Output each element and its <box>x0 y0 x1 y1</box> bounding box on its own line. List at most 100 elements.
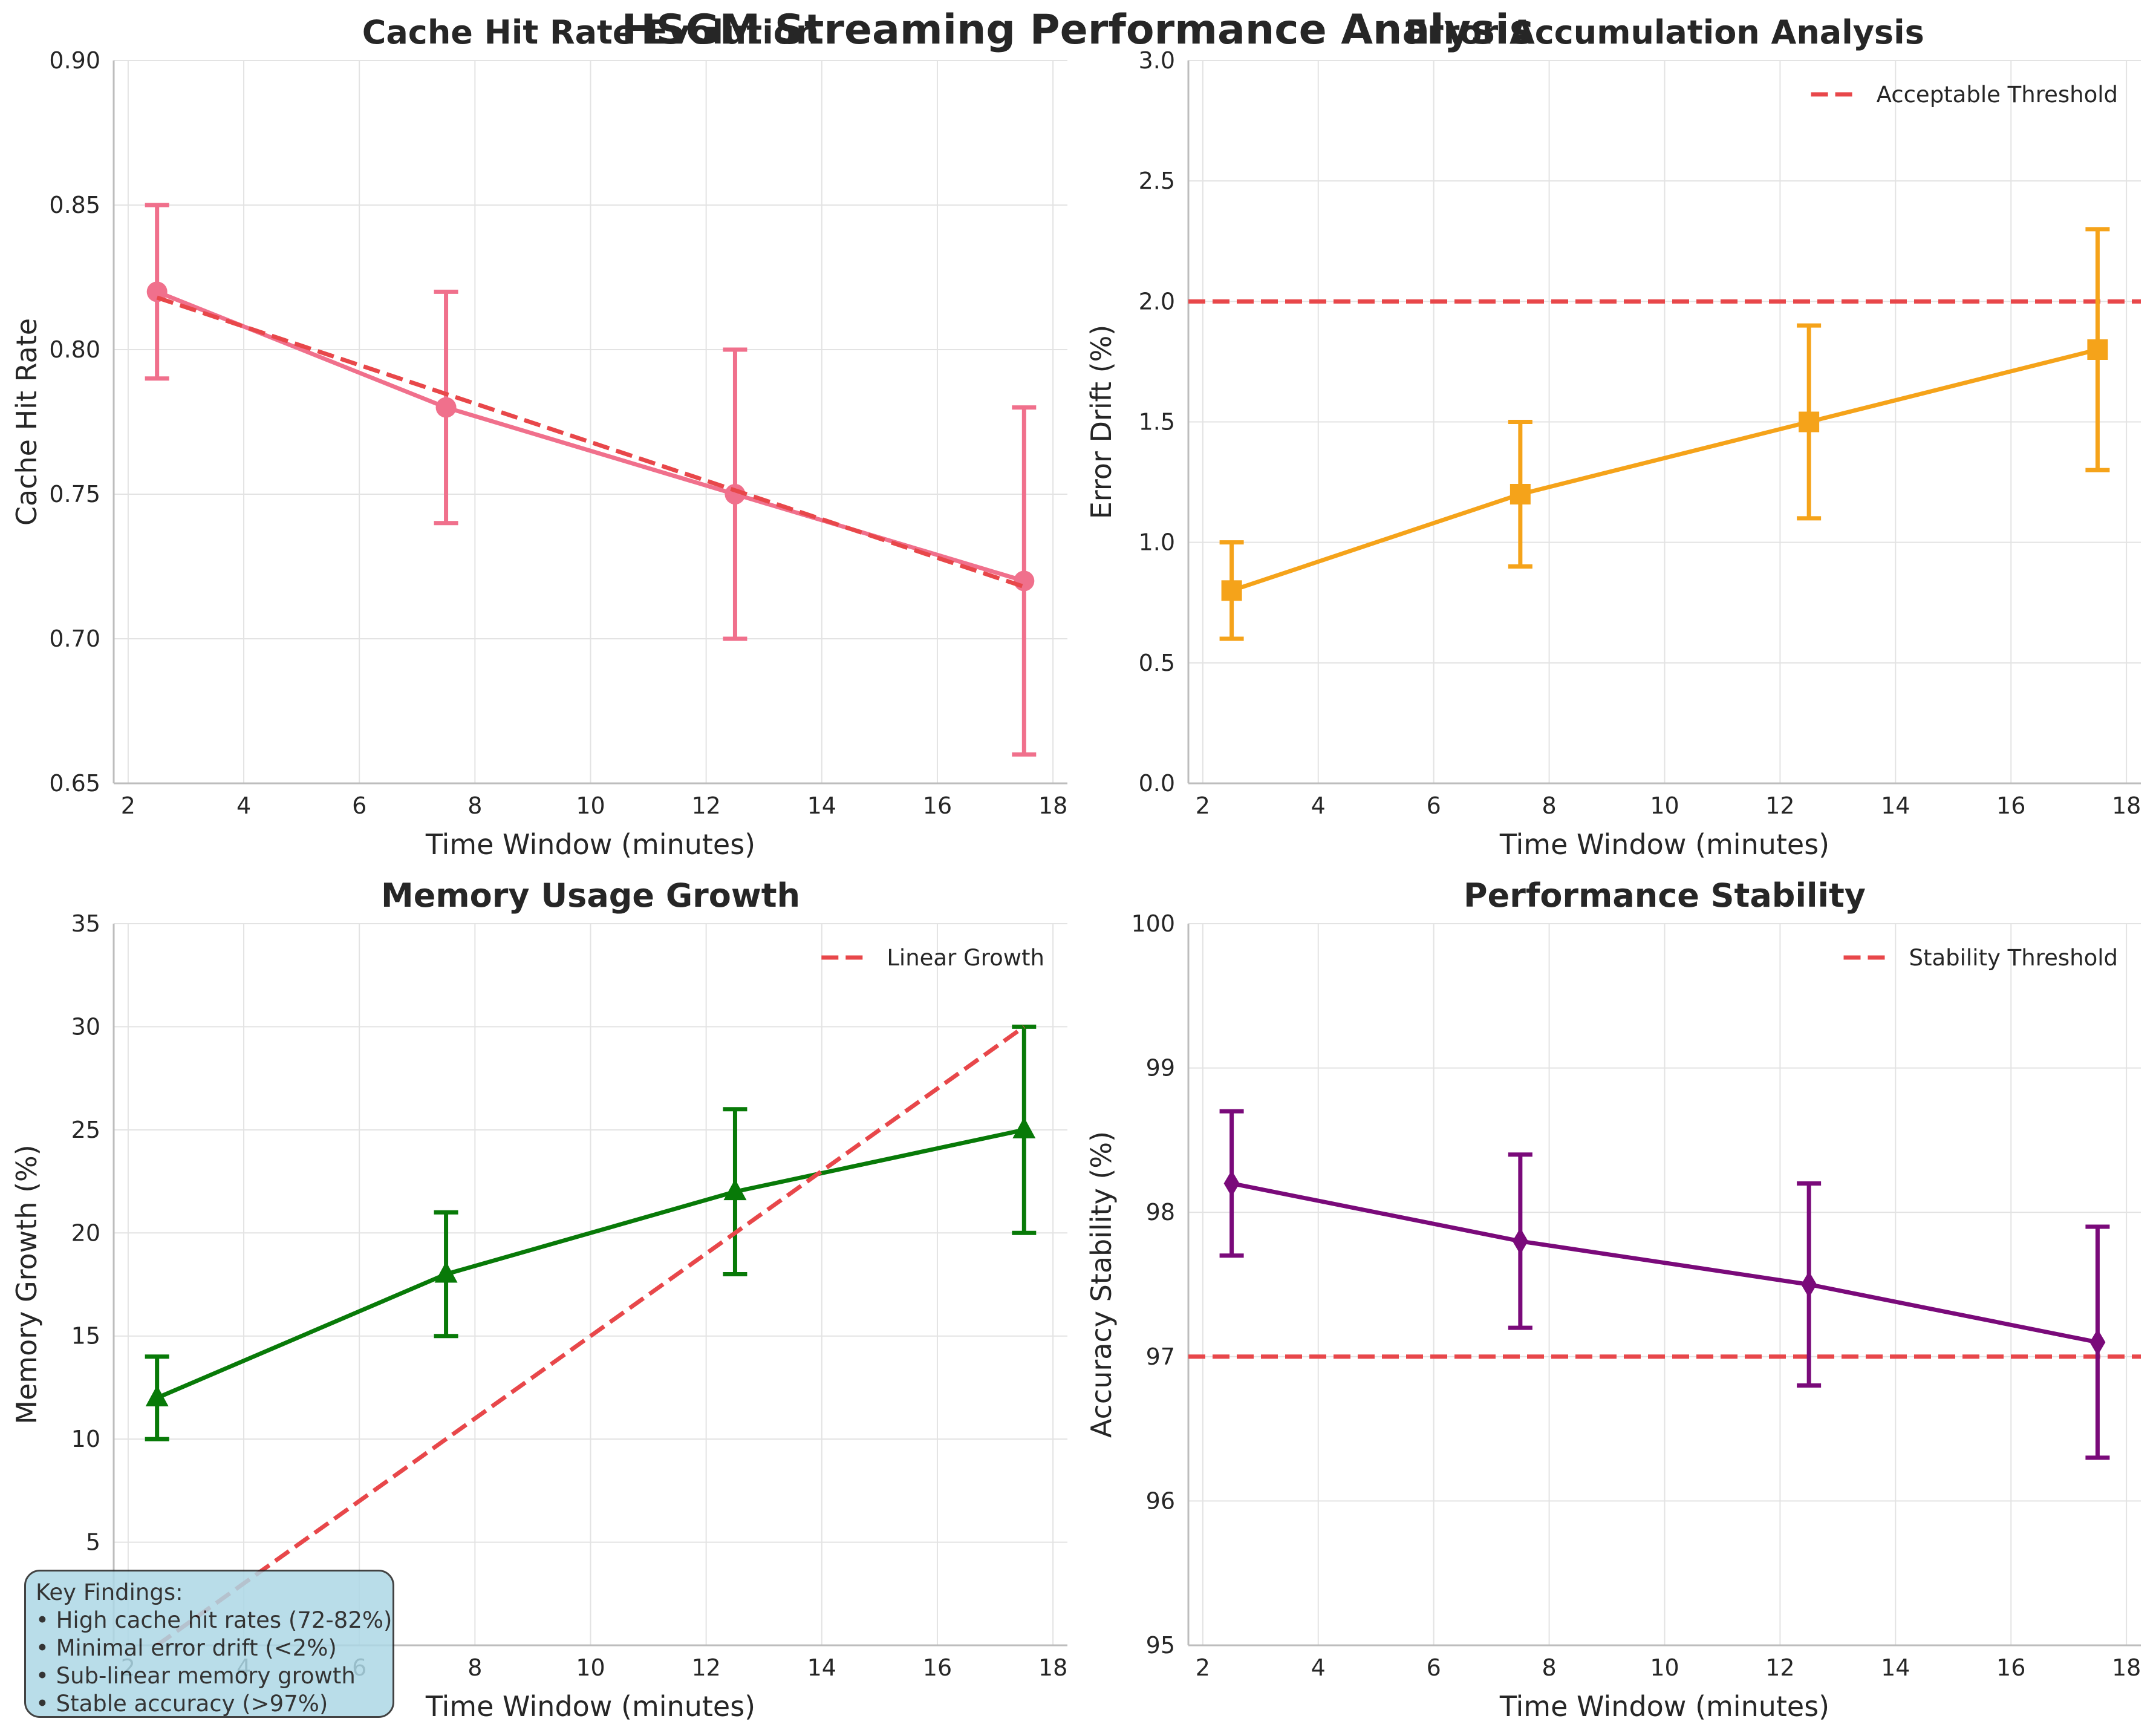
plot-area <box>145 1024 1037 1645</box>
y-tick-label: 0.70 <box>49 625 100 652</box>
y-axis-label: Accuracy Stability (%) <box>1085 1131 1118 1438</box>
x-tick-label: 8 <box>1542 792 1556 819</box>
y-tick-label: 1.5 <box>1139 409 1175 436</box>
x-tick-label: 14 <box>1881 792 1910 819</box>
x-tick-label: 16 <box>923 1654 952 1681</box>
key-findings-box: Key Findings: • High cache hit rates (72… <box>24 1570 394 1718</box>
x-tick-label: 12 <box>1765 792 1794 819</box>
figure-suptitle: HSGM Streaming Performance Analysis <box>622 6 1534 54</box>
x-tick-label: 12 <box>691 1654 720 1681</box>
x-tick-label: 2 <box>121 792 135 819</box>
y-tick-label: 0.0 <box>1139 770 1175 797</box>
y-tick-label: 2.0 <box>1139 288 1175 315</box>
y-tick-label: 0.65 <box>49 770 100 797</box>
series-line <box>1231 1181 2099 1345</box>
x-tick-label: 12 <box>691 792 720 819</box>
y-tick-label: 100 <box>1131 910 1175 937</box>
y-tick-label: 2.5 <box>1139 168 1175 194</box>
y-tick-label: 10 <box>71 1426 100 1452</box>
legend-label: Linear Growth <box>887 945 1044 971</box>
chart-title: Memory Usage Growth <box>381 876 800 915</box>
x-tick-label: 8 <box>467 792 482 819</box>
x-tick-label: 10 <box>576 792 605 819</box>
legend: Stability Threshold <box>1843 945 2118 971</box>
data-point <box>1512 1227 1528 1255</box>
x-tick-label: 6 <box>1427 792 1441 819</box>
x-tick-label: 12 <box>1765 1654 1794 1681</box>
plot-area <box>1188 227 2141 641</box>
series-line <box>1231 347 2099 593</box>
y-tick-label: 25 <box>71 1117 100 1143</box>
data-point <box>2087 339 2108 360</box>
x-tick-label: 8 <box>467 1654 482 1681</box>
x-tick-label: 18 <box>2112 792 2141 819</box>
data-point <box>725 484 746 504</box>
y-tick-label: 0.80 <box>49 336 100 363</box>
x-tick-label: 4 <box>1311 1654 1326 1681</box>
x-tick-label: 14 <box>807 1654 836 1681</box>
x-tick-label: 6 <box>1427 1654 1441 1681</box>
y-tick-label: 0.90 <box>49 47 100 74</box>
data-point <box>1510 484 1531 504</box>
x-tick-label: 16 <box>1996 792 2025 819</box>
legend: Acceptable Threshold <box>1811 82 2118 108</box>
chart-panel: 2 4 6 8 10 12 14 16 18 95 96 97 98 99 100 Time Window (… <box>1085 876 2141 1723</box>
y-tick-label: 5 <box>86 1529 100 1556</box>
y-tick-label: 97 <box>1146 1343 1175 1370</box>
y-tick-label: 96 <box>1146 1487 1175 1514</box>
x-axis-label: Time Window (minutes) <box>1499 1690 1829 1723</box>
series-line <box>156 1128 1025 1400</box>
chart-title: Cache Hit Rate Evolution <box>362 13 819 51</box>
findings-heading: Key Findings: <box>36 1579 183 1605</box>
plot-area <box>1188 1109 2141 1460</box>
y-tick-label: 98 <box>1146 1199 1175 1226</box>
y-tick-label: 15 <box>71 1323 100 1350</box>
x-tick-label: 10 <box>576 1654 605 1681</box>
x-tick-label: 4 <box>1311 792 1326 819</box>
x-tick-label: 8 <box>1542 1654 1556 1681</box>
y-axis-label: Memory Growth (%) <box>10 1144 43 1424</box>
y-tick-label: 0.85 <box>49 192 100 218</box>
trend-line <box>155 1025 1026 1645</box>
y-tick-label: 1.0 <box>1139 529 1175 556</box>
y-tick-label: 0.75 <box>49 481 100 507</box>
x-axis-label: Time Window (minutes) <box>425 1690 755 1723</box>
y-tick-label: 20 <box>71 1219 100 1246</box>
chart-panel: 246810121416185101520253035Time Window (… <box>10 876 1067 1723</box>
data-point <box>1221 580 1242 601</box>
x-axis-label: Time Window (minutes) <box>425 828 755 861</box>
x-tick-label: 18 <box>1038 792 1067 819</box>
data-point <box>1799 411 1820 432</box>
data-point <box>1223 1170 1240 1197</box>
data-point <box>146 281 168 302</box>
legend: Linear Growth <box>821 945 1044 971</box>
x-tick-label: 10 <box>1650 1654 1679 1681</box>
legend-label: Acceptable Threshold <box>1877 82 2118 108</box>
data-point <box>2089 1328 2106 1356</box>
x-axis-label: Time Window (minutes) <box>1499 828 1829 861</box>
x-tick-label: 2 <box>1196 792 1210 819</box>
y-tick-label: 3.0 <box>1139 47 1175 74</box>
y-tick-label: 99 <box>1146 1055 1175 1082</box>
legend-label: Stability Threshold <box>1909 945 2118 971</box>
x-tick-label: 10 <box>1650 792 1679 819</box>
x-tick-label: 14 <box>1881 1654 1910 1681</box>
findings-item: • Sub-linear memory growth <box>36 1663 356 1689</box>
x-tick-label: 18 <box>2112 1654 2141 1681</box>
chart-panel: 2 4 6 8 10 12 14 16 18 0.0 0.5 1.0 1.5 2.0 2.5 3.0 Time … <box>1085 13 2141 861</box>
findings-item: • Stable accuracy (>97%) <box>36 1691 328 1717</box>
data-point <box>145 1385 169 1406</box>
data-point <box>1012 1117 1036 1138</box>
plot-area <box>145 203 1037 757</box>
y-tick-label: 0.5 <box>1139 650 1175 676</box>
chart-title: Performance Stability <box>1464 876 1866 915</box>
x-tick-label: 2 <box>1196 1654 1210 1681</box>
x-tick-label: 6 <box>352 792 366 819</box>
y-tick-label: 30 <box>71 1013 100 1040</box>
data-point <box>435 397 457 418</box>
x-tick-label: 14 <box>807 792 836 819</box>
y-axis-label: Error Drift (%) <box>1085 325 1118 520</box>
x-tick-label: 18 <box>1038 1654 1067 1681</box>
y-tick-label: 35 <box>71 910 100 937</box>
